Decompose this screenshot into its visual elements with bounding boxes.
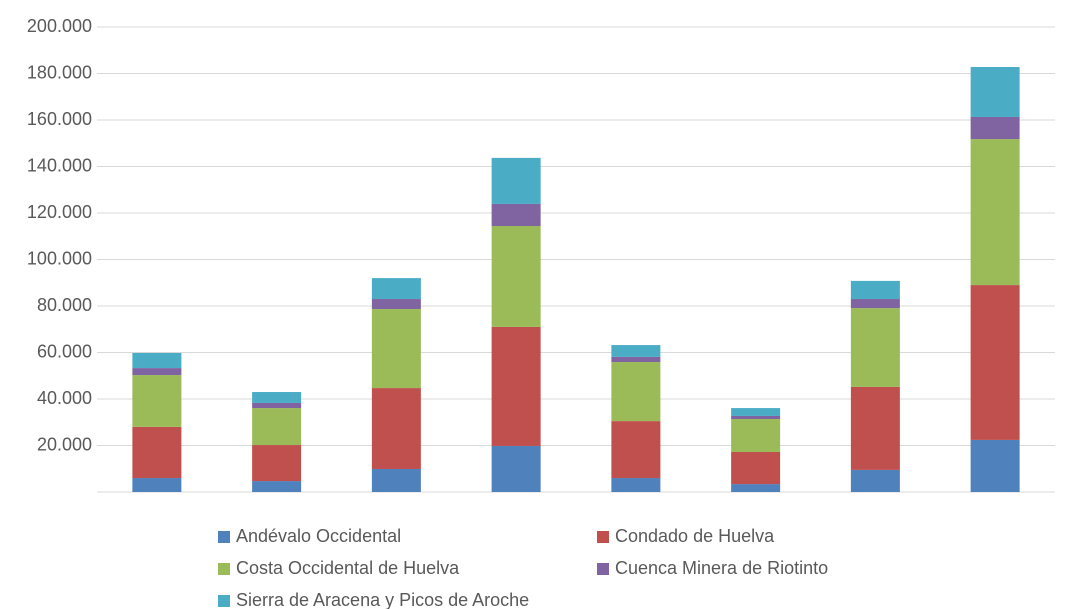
bar-segment xyxy=(252,445,302,482)
legend-swatch xyxy=(597,531,609,543)
bar-segment xyxy=(371,299,421,310)
bar-segment xyxy=(491,226,541,327)
legend-swatch xyxy=(218,595,230,607)
legend-label: Costa Occidental de Huelva xyxy=(236,558,460,578)
bar-segment xyxy=(970,66,1020,117)
bar-segment xyxy=(491,326,541,446)
bar-segment xyxy=(970,139,1020,286)
y-tick-label: 100.000 xyxy=(27,248,92,268)
legend-swatch xyxy=(218,531,230,543)
y-tick-label: 80.000 xyxy=(37,295,92,315)
y-tick-label: 60.000 xyxy=(37,341,92,361)
legend-label: Cuenca Minera de Riotinto xyxy=(615,558,828,578)
bar-segment xyxy=(371,388,421,469)
legend-label: Condado de Huelva xyxy=(615,526,775,546)
y-tick-label: 200.000 xyxy=(27,16,92,36)
bar-segment xyxy=(611,345,661,357)
y-tick-label: 180.000 xyxy=(27,62,92,82)
bar-segment xyxy=(491,203,541,227)
bar-segment xyxy=(731,418,781,453)
y-tick-label: 20.000 xyxy=(37,434,92,454)
bar-segment xyxy=(371,278,421,300)
bar-segment xyxy=(850,469,900,492)
legend-label: Andévalo Occidental xyxy=(236,526,401,546)
bar-segment xyxy=(611,362,661,422)
y-tick-label: 140.000 xyxy=(27,155,92,175)
legend-swatch xyxy=(597,563,609,575)
bar-segment xyxy=(970,439,1020,492)
bar-segment xyxy=(970,285,1020,440)
bar-segment xyxy=(731,484,781,492)
bar-segment xyxy=(371,468,421,492)
bar-segment xyxy=(132,375,182,427)
bar-segment xyxy=(731,415,781,419)
bar-segment xyxy=(731,452,781,485)
bar-segment xyxy=(611,356,661,363)
bar-segment xyxy=(252,392,302,403)
legend-label: Sierra de Aracena y Picos de Aroche xyxy=(236,590,529,609)
legend-swatch xyxy=(218,563,230,575)
bar-segment xyxy=(252,402,302,409)
y-tick-label: 120.000 xyxy=(27,202,92,222)
bar-segment xyxy=(850,299,900,309)
bar-segment xyxy=(132,352,182,369)
bar-segment xyxy=(132,478,182,492)
bar-segment xyxy=(850,280,900,300)
bar-segment xyxy=(970,116,1020,140)
bar-segment xyxy=(132,368,182,376)
bar-segment xyxy=(850,386,900,470)
bar-segment xyxy=(491,445,541,492)
bar-segment xyxy=(850,308,900,387)
bar-segment xyxy=(731,408,781,416)
bar-segment xyxy=(611,421,661,479)
bar-segment xyxy=(132,426,182,479)
bar-segment xyxy=(611,478,661,492)
bar-segment xyxy=(371,309,421,389)
bar-segment xyxy=(252,481,302,492)
bar-segment xyxy=(491,157,541,204)
y-tick-label: 160.000 xyxy=(27,109,92,129)
y-tick-label: 40.000 xyxy=(37,388,92,408)
bar-segment xyxy=(252,408,302,446)
